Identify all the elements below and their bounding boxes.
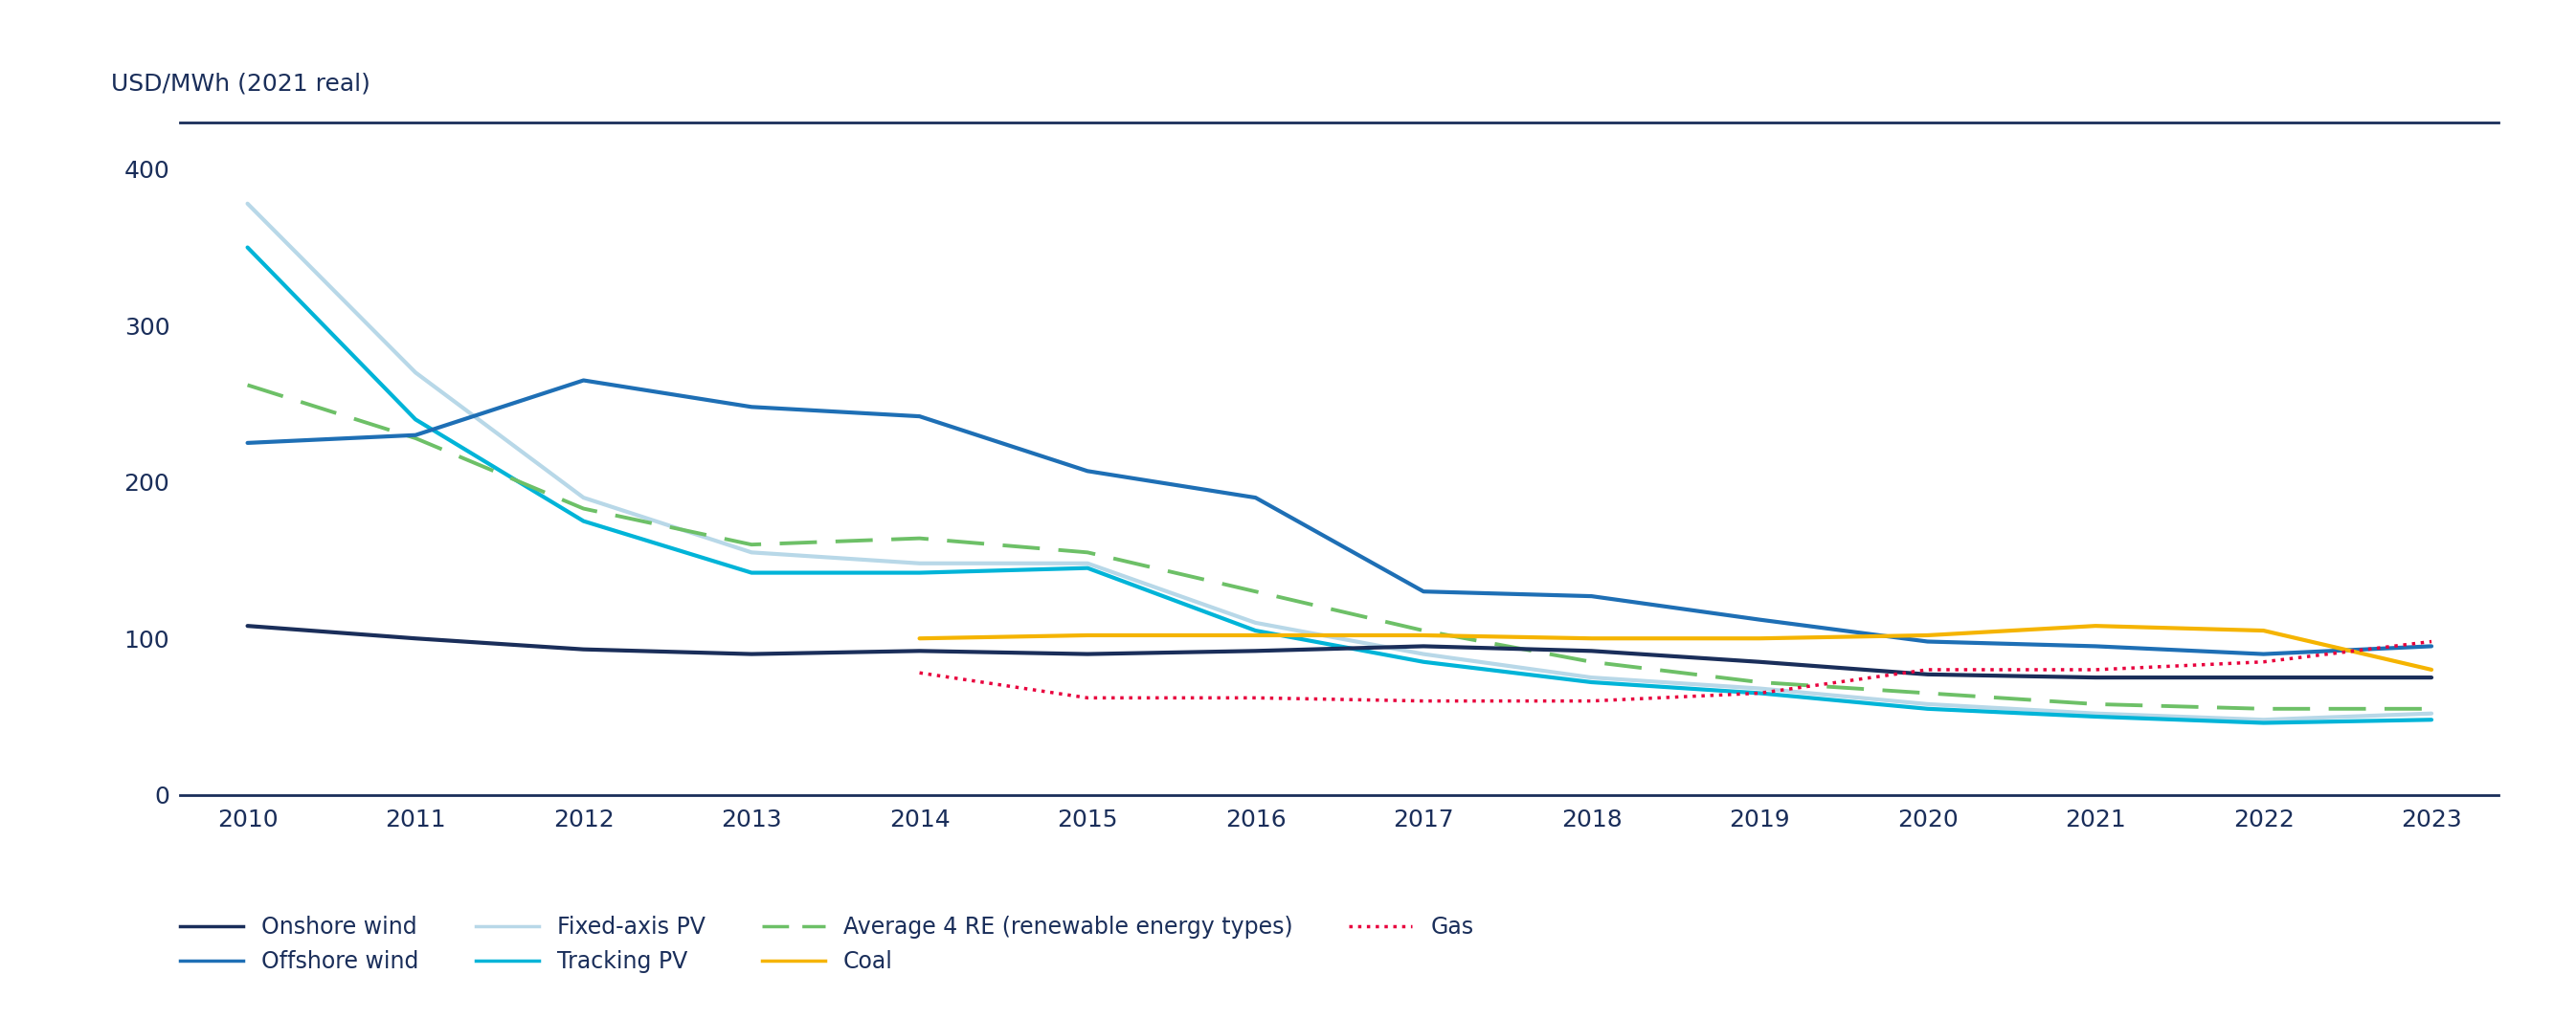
Text: USD/MWh (2021 real): USD/MWh (2021 real) [111,72,371,96]
Legend: Onshore wind, Offshore wind, Fixed-axis PV, Tracking PV, Average 4 RE (renewable: Onshore wind, Offshore wind, Fixed-axis … [180,916,1473,973]
